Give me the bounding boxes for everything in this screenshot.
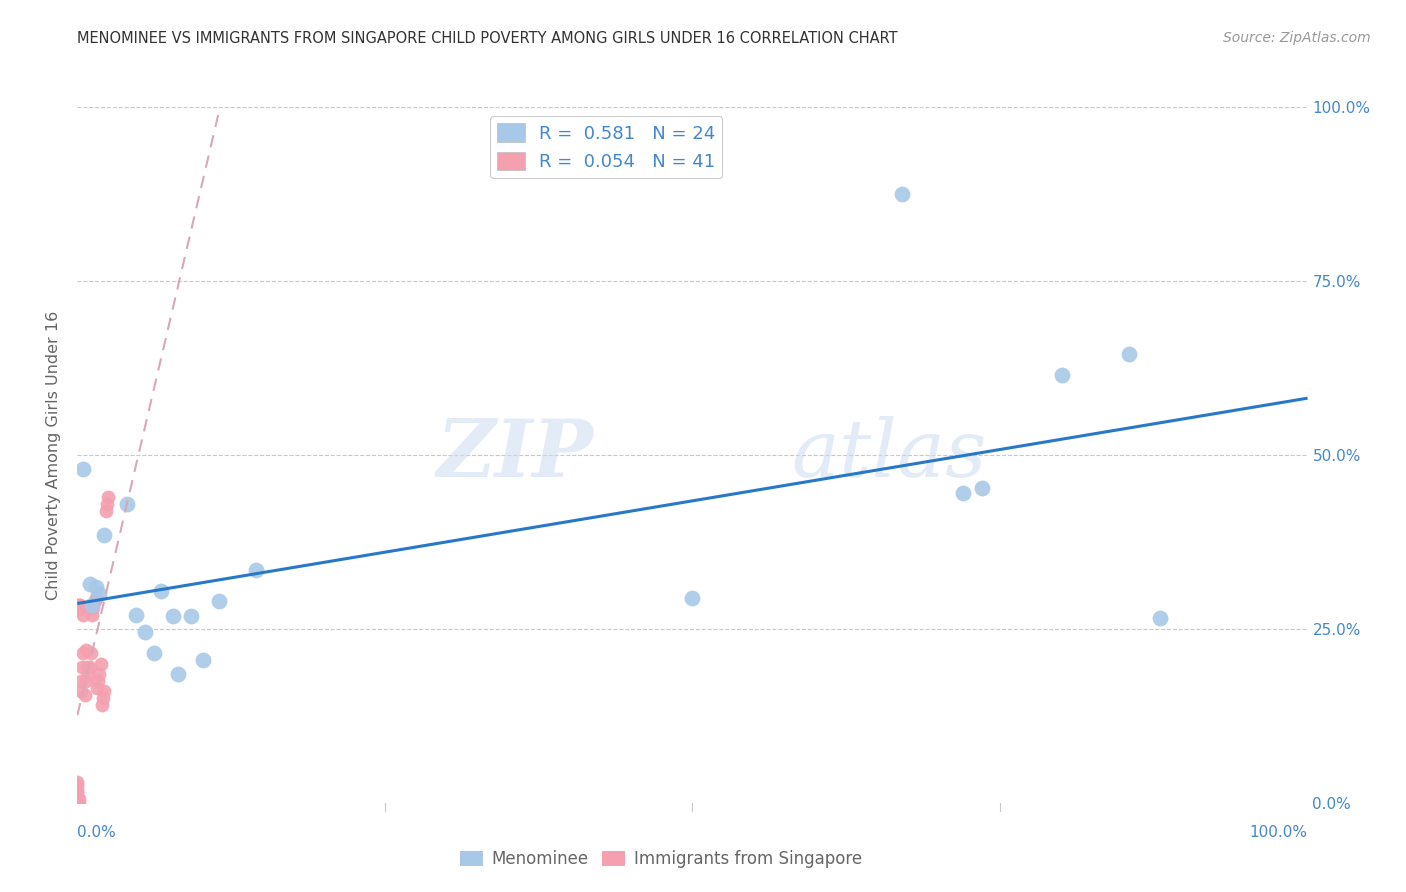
- Point: [66, 598, 89, 612]
- Point: [82, 598, 104, 612]
- Point: [67, 792, 90, 806]
- Point: [73, 688, 96, 702]
- Point: [1149, 611, 1171, 625]
- Point: [67, 796, 90, 810]
- Point: [1050, 368, 1073, 382]
- Point: [72, 607, 94, 622]
- Point: [83, 594, 105, 608]
- Text: MENOMINEE VS IMMIGRANTS FROM SINGAPORE CHILD POVERTY AMONG GIRLS UNDER 16 CORREL: MENOMINEE VS IMMIGRANTS FROM SINGAPORE C…: [77, 31, 898, 46]
- Point: [94, 503, 117, 517]
- Point: [66, 785, 89, 799]
- Point: [69, 601, 91, 615]
- Point: [93, 684, 115, 698]
- Point: [87, 674, 110, 689]
- Point: [952, 486, 974, 500]
- Point: [162, 609, 184, 624]
- Point: [72, 462, 94, 476]
- Point: [80, 646, 103, 660]
- Point: [208, 594, 231, 608]
- Point: [167, 667, 190, 681]
- Point: [89, 667, 111, 681]
- Point: [79, 576, 101, 591]
- Point: [84, 580, 107, 594]
- Point: [890, 187, 912, 202]
- Point: [191, 653, 214, 667]
- Point: [77, 667, 100, 681]
- Legend: Menominee, Immigrants from Singapore: Menominee, Immigrants from Singapore: [453, 844, 869, 875]
- Point: [70, 674, 93, 689]
- Point: [82, 607, 104, 622]
- Point: [125, 607, 148, 622]
- Point: [90, 657, 112, 671]
- Text: 100.0%: 100.0%: [1250, 825, 1308, 840]
- Point: [97, 490, 120, 504]
- Point: [66, 775, 89, 789]
- Text: atlas: atlas: [792, 417, 986, 493]
- Point: [67, 602, 90, 616]
- Point: [91, 691, 114, 706]
- Y-axis label: Child Poverty Among Girls Under 16: Child Poverty Among Girls Under 16: [46, 310, 62, 599]
- Point: [69, 598, 91, 612]
- Point: [70, 660, 93, 674]
- Point: [75, 674, 97, 689]
- Text: 0.0%: 0.0%: [77, 825, 117, 840]
- Point: [245, 563, 267, 577]
- Point: [1118, 347, 1140, 361]
- Point: [115, 497, 138, 511]
- Point: [76, 660, 98, 674]
- Point: [79, 660, 101, 674]
- Point: [66, 789, 89, 803]
- Point: [82, 601, 104, 615]
- Point: [72, 646, 94, 660]
- Legend: R =  0.581   N = 24, R =  0.054   N = 41: R = 0.581 N = 24, R = 0.054 N = 41: [491, 116, 723, 178]
- Point: [682, 591, 704, 605]
- Point: [180, 609, 202, 624]
- Point: [970, 481, 993, 495]
- Point: [66, 778, 89, 792]
- Point: [134, 625, 156, 640]
- Point: [90, 698, 114, 713]
- Point: [150, 583, 173, 598]
- Text: Source: ZipAtlas.com: Source: ZipAtlas.com: [1223, 31, 1371, 45]
- Point: [66, 796, 89, 810]
- Point: [66, 602, 89, 616]
- Point: [75, 642, 97, 657]
- Point: [70, 684, 93, 698]
- Point: [93, 528, 115, 542]
- Point: [66, 792, 89, 806]
- Point: [142, 646, 165, 660]
- Point: [89, 587, 111, 601]
- Text: ZIP: ZIP: [437, 417, 595, 493]
- Point: [67, 598, 90, 612]
- Point: [86, 681, 108, 695]
- Point: [84, 591, 107, 605]
- Point: [96, 497, 118, 511]
- Point: [66, 781, 89, 796]
